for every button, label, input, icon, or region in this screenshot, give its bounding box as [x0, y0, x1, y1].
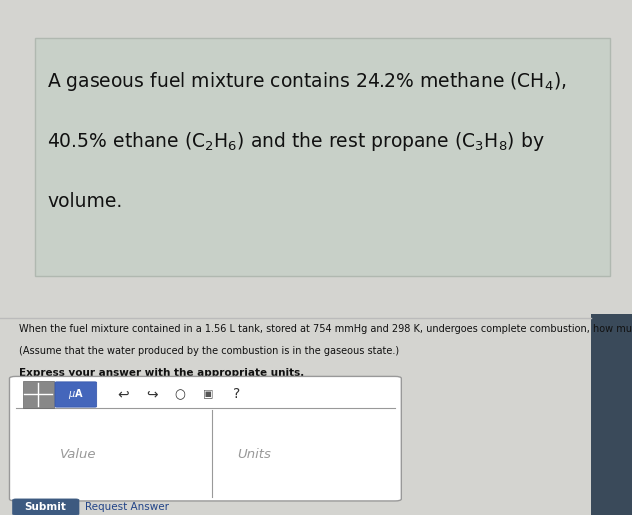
- Text: Submit: Submit: [25, 502, 66, 512]
- FancyBboxPatch shape: [55, 382, 97, 407]
- Text: ↪: ↪: [146, 387, 157, 402]
- Text: ↩: ↩: [118, 387, 129, 402]
- FancyBboxPatch shape: [9, 376, 401, 501]
- Text: ○: ○: [174, 388, 186, 401]
- Text: When the fuel mixture contained in a 1.56 L tank, stored at 754 mmHg and 298 K, : When the fuel mixture contained in a 1.5…: [19, 324, 632, 334]
- Text: Express your answer with the appropriate units.: Express your answer with the appropriate…: [19, 368, 304, 379]
- Text: 40.5% ethane $(\mathrm{C_2H_6})$ and the rest propane $(\mathrm{C_3H_8})$ by: 40.5% ethane $(\mathrm{C_2H_6})$ and the…: [47, 130, 545, 153]
- Text: ▣: ▣: [204, 389, 214, 400]
- Text: volume.: volume.: [47, 192, 123, 211]
- Text: ?: ?: [233, 387, 241, 402]
- Text: $\mu$A: $\mu$A: [68, 387, 84, 402]
- FancyBboxPatch shape: [35, 38, 610, 277]
- Text: Units: Units: [237, 448, 271, 461]
- FancyBboxPatch shape: [13, 499, 79, 515]
- Text: Value: Value: [60, 448, 97, 461]
- FancyBboxPatch shape: [23, 381, 54, 408]
- Text: A gaseous fuel mixture contains 24.2% methane $(\mathrm{CH_4})$,: A gaseous fuel mixture contains 24.2% me…: [47, 70, 567, 93]
- Text: Request Answer: Request Answer: [85, 502, 169, 512]
- Text: (Assume that the water produced by the combustion is in the gaseous state.): (Assume that the water produced by the c…: [19, 346, 399, 356]
- Bar: [591, 314, 632, 515]
